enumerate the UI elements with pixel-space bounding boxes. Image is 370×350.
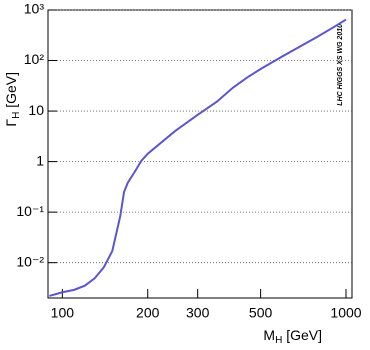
x-tick-label: 500 [249, 305, 273, 321]
y-tick-label: 1 [36, 152, 44, 168]
data-line [49, 18, 347, 297]
y-axis-title: ΓH [GeV] [3, 72, 22, 127]
y-tick-label: 10³ [24, 1, 45, 17]
x-axis-title: MH [GeV] [263, 327, 322, 346]
x-tick-label: 100 [51, 305, 75, 321]
x-tick-label: 200 [136, 305, 160, 321]
y-tick-label: 10 [28, 102, 44, 118]
plot-frame [47, 9, 353, 299]
y-tick-label: 10² [24, 51, 45, 67]
x-tick-label: 300 [186, 305, 210, 321]
x-tick-label: 1000 [330, 305, 361, 321]
y-tick-label: 10⁻² [16, 253, 44, 269]
y-tick-label: 10⁻¹ [16, 203, 44, 219]
annotation: LHC HIGGS XS WG 2010 [337, 24, 344, 106]
